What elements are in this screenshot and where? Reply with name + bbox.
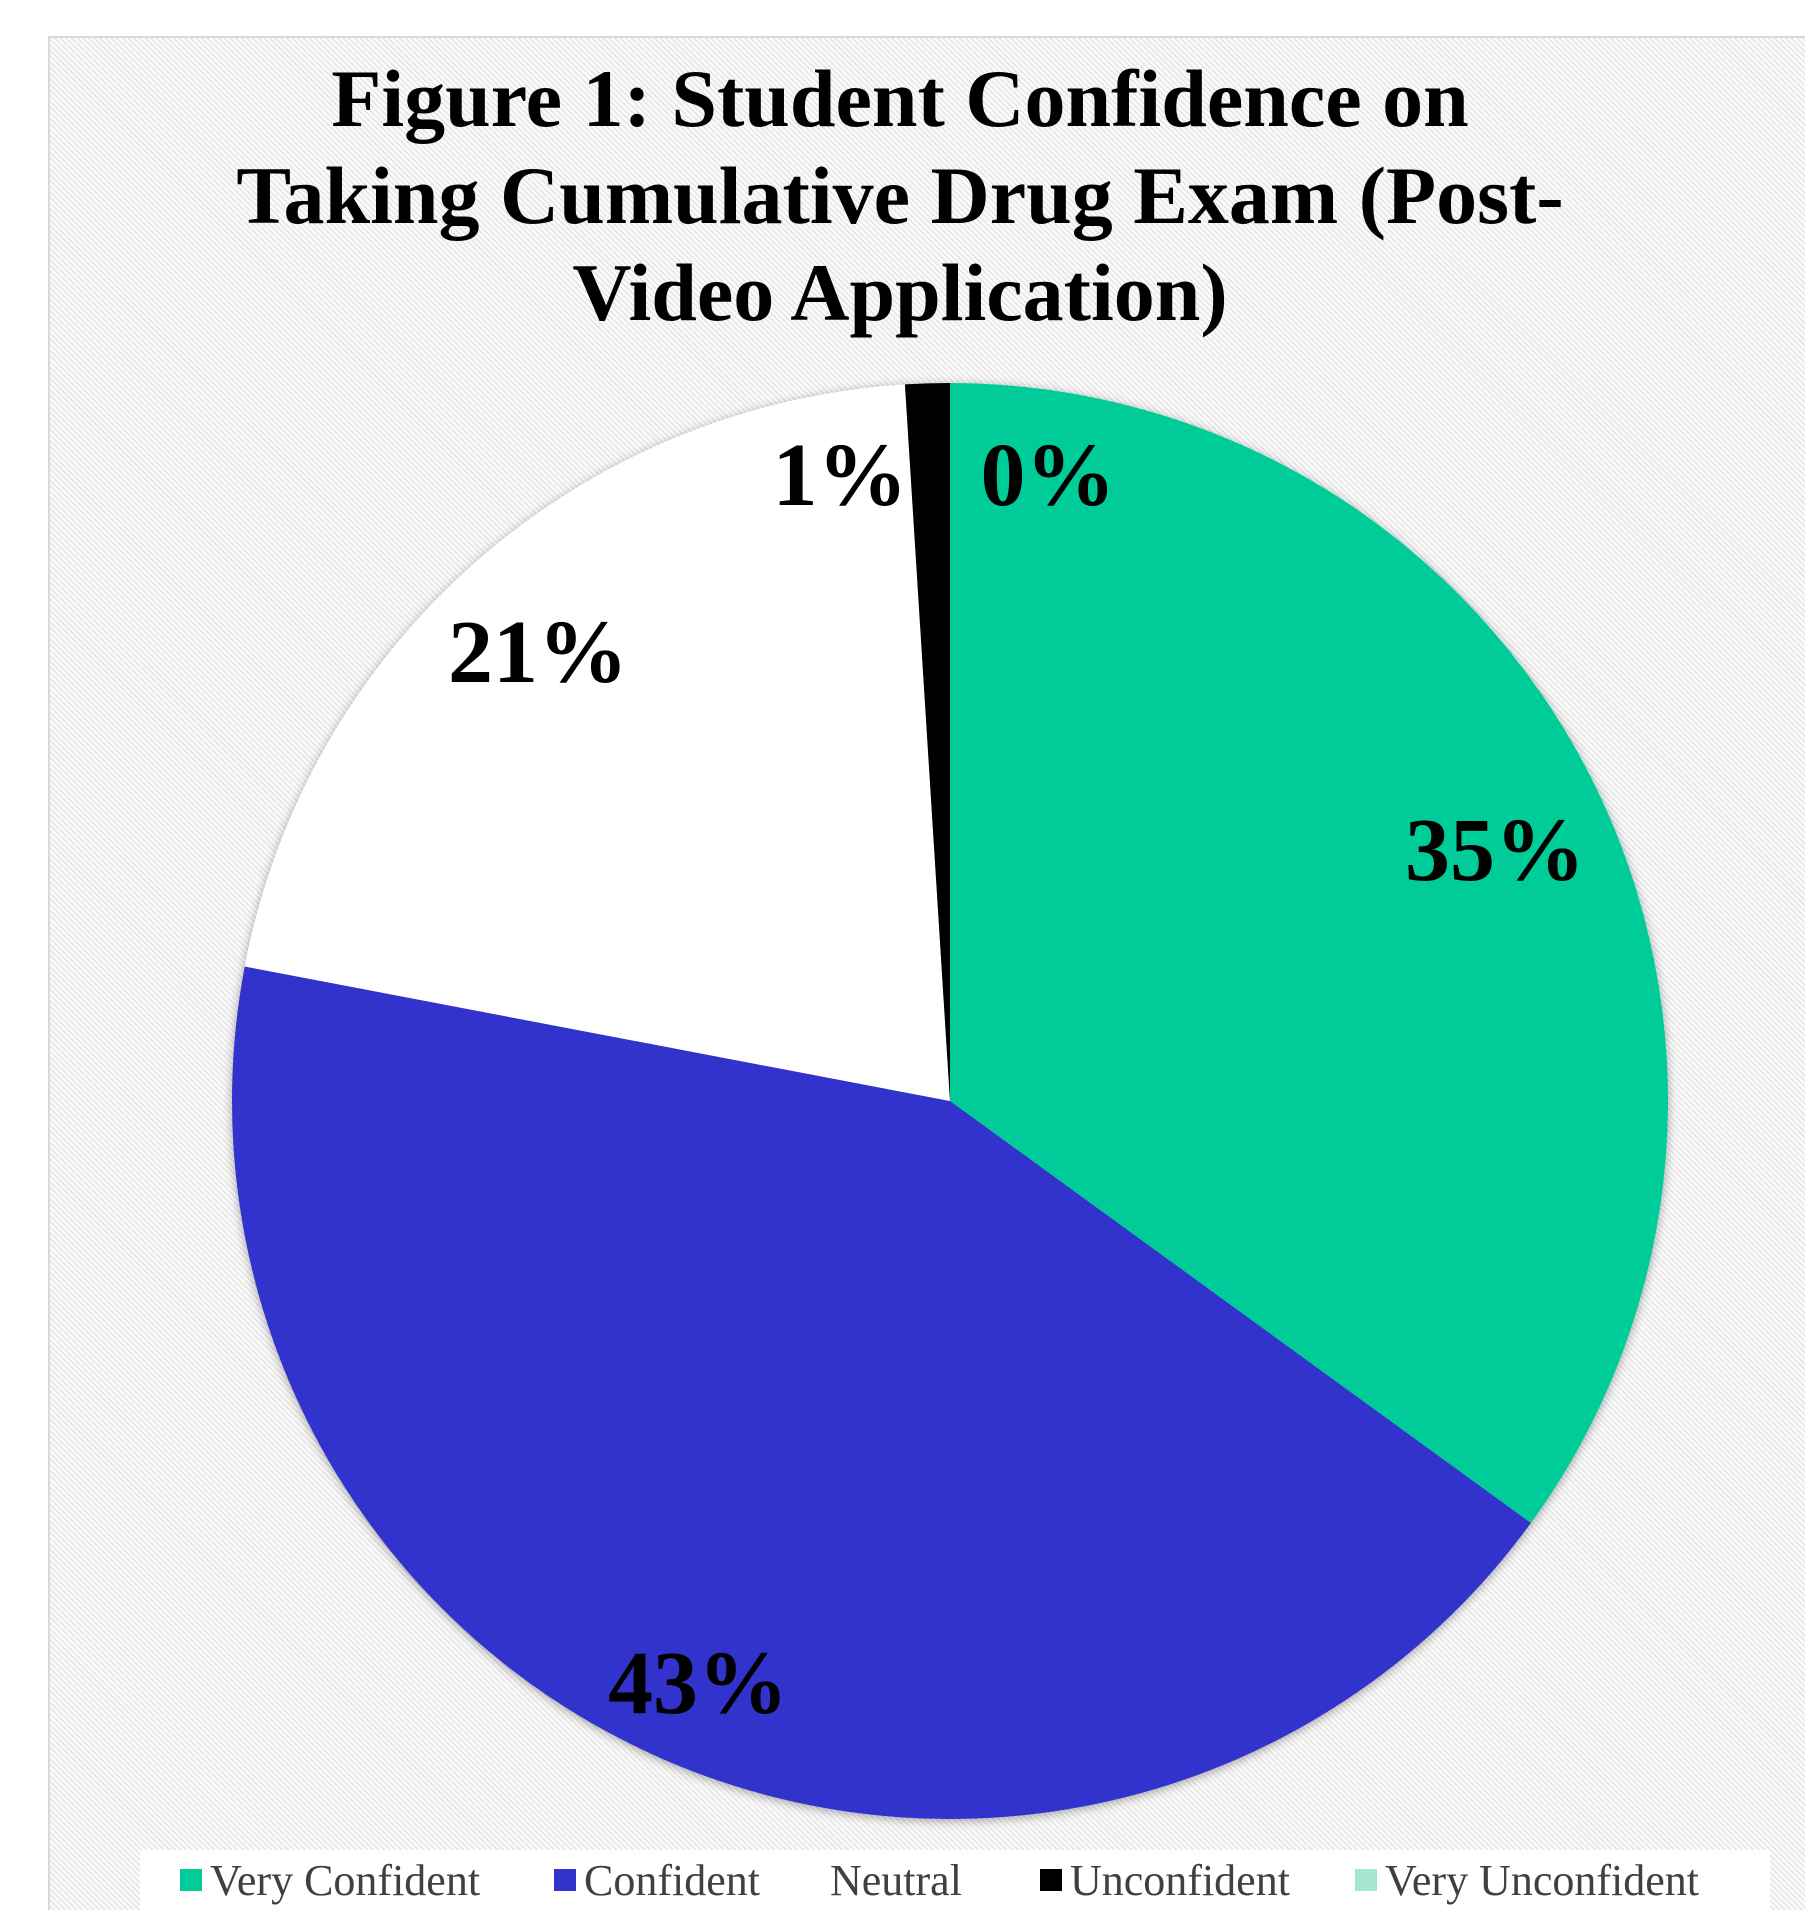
pie-slices — [231, 383, 1668, 1819]
chart-title-line-2: Taking Cumulative Drug Exam (Post- — [236, 150, 1564, 241]
legend-label-very-confident: Very Confident — [210, 1855, 481, 1905]
data-label-confident: 43% — [608, 1634, 788, 1733]
legend-swatch-very-unconfident — [1355, 1869, 1377, 1891]
legend-label-neutral: Neutral — [830, 1855, 962, 1905]
chart-title: Figure 1: Student Confidence on Taking C… — [230, 50, 1570, 341]
legend-item-very-unconfident: Very Unconfident — [1355, 1850, 1699, 1910]
pie-slice-unconfident — [904, 383, 950, 1101]
data-label-very-unconfident: 0% — [981, 426, 1116, 525]
chart-title-line-1: Figure 1: Student Confidence on — [331, 53, 1469, 144]
data-label-very-confident: 35% — [1405, 801, 1585, 900]
legend-swatch-unconfident — [1040, 1869, 1062, 1891]
legend-label-confident: Confident — [584, 1855, 760, 1905]
legend-label-unconfident: Unconfident — [1070, 1855, 1290, 1905]
legend: Very Confident Confident Neutral Unconfi… — [140, 1850, 1770, 1910]
legend-swatch-neutral — [800, 1869, 822, 1891]
pie-slice-confident — [231, 966, 1531, 1819]
legend-item-neutral: Neutral — [800, 1850, 962, 1910]
chart-title-line-3: Video Application) — [572, 247, 1228, 338]
legend-label-very-unconfident: Very Unconfident — [1385, 1855, 1700, 1905]
data-label-neutral: 21% — [448, 603, 628, 702]
pie-data-labels: 35% 43% 21% 1% 0% — [448, 426, 1585, 1733]
legend-swatch-very-confident — [180, 1869, 202, 1891]
pie-slice-very-confident — [950, 383, 1668, 1524]
legend-swatch-confident — [554, 1869, 576, 1891]
legend-item-confident: Confident — [554, 1850, 760, 1910]
legend-item-unconfident: Unconfident — [1040, 1850, 1290, 1910]
legend-item-very-confident: Very Confident — [180, 1850, 480, 1910]
data-label-unconfident: 1% — [773, 426, 908, 525]
pie-slice-neutral — [244, 384, 950, 1101]
